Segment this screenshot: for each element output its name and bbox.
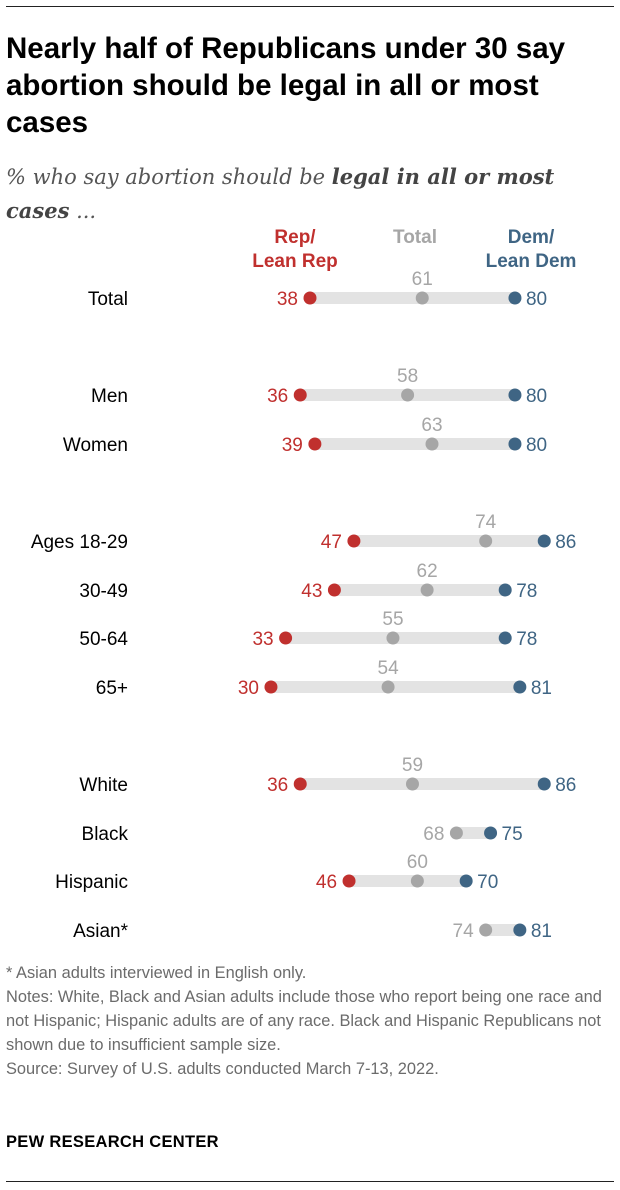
total-value-50-64: 55 [382, 609, 403, 630]
range-bar-65 [270, 681, 520, 693]
dem-value-women: 80 [526, 435, 547, 456]
dot-chart: Total 38 61 80 Men 36 58 80 Women 39 63 80 Ages 18-2… [31, 269, 577, 942]
subtitle-tail: ... [69, 199, 97, 223]
rep-value-50-64: 33 [252, 629, 273, 650]
total-value-total: 61 [412, 269, 433, 290]
footnote-source: Source: Survey of U.S. adults conducted … [6, 1060, 439, 1078]
range-bar-women [314, 438, 515, 450]
row-label-30-49: 30-49 [79, 581, 128, 602]
dem-dot-65 [513, 680, 527, 694]
total-value-black: 68 [423, 824, 444, 845]
total-dot-65 [381, 680, 395, 694]
total-value-women: 63 [421, 415, 442, 436]
footnote-notes: Notes: White, Black and Asian adults inc… [6, 988, 602, 1054]
dem-value-ages-18-29: 86 [555, 532, 576, 553]
total-dot-women [425, 437, 439, 451]
row-label-asian: Asian* [73, 921, 129, 942]
range-bar-30-49 [334, 584, 506, 596]
total-value-men: 58 [397, 366, 418, 387]
total-value-65: 54 [378, 658, 400, 679]
rep-dot-50-64 [279, 631, 293, 645]
dem-dot-black [484, 826, 498, 840]
row-label-hispanic: Hispanic [55, 872, 128, 893]
dem-dot-ages-18-29 [537, 534, 551, 548]
total-dot-black [449, 826, 463, 840]
top-rule [6, 6, 614, 7]
footnotes: * Asian adults interviewed in English on… [6, 961, 616, 1081]
total-value-hispanic: 60 [407, 852, 428, 873]
legend-total: Total [393, 227, 437, 248]
dem-value-asian: 81 [531, 921, 552, 942]
dem-dot-total [508, 291, 522, 305]
dem-dot-men [508, 388, 522, 402]
dem-dot-white [537, 777, 551, 791]
subtitle-plain: % who say abortion should be [6, 165, 332, 189]
total-dot-men [401, 388, 415, 402]
total-value-white: 59 [402, 755, 423, 776]
rep-value-total: 38 [277, 289, 298, 310]
row-label-white: White [79, 775, 128, 796]
legend-rep: Rep/Lean Rep [252, 227, 338, 272]
range-bar-black [456, 827, 491, 839]
rep-value-ages-18-29: 47 [321, 532, 342, 553]
total-dot-30-49 [420, 583, 434, 597]
rep-value-65: 30 [238, 678, 259, 699]
dem-value-hispanic: 70 [477, 872, 498, 893]
total-dot-50-64 [386, 631, 400, 645]
total-dot-asian [479, 923, 493, 937]
total-value-asian: 74 [453, 921, 475, 942]
rep-dot-ages-18-29 [347, 534, 361, 548]
dem-dot-hispanic [459, 874, 473, 888]
total-dot-total [415, 291, 429, 305]
brand-name: PEW RESEARCH CENTER [6, 1133, 219, 1151]
chart-title: Nearly half of Republicans under 30 say … [6, 32, 566, 139]
rep-value-hispanic: 46 [316, 872, 337, 893]
dem-value-men: 80 [526, 386, 547, 407]
rep-value-white: 36 [267, 775, 288, 796]
total-dot-white [405, 777, 419, 791]
dem-value-50-64: 78 [516, 629, 537, 650]
rep-dot-30-49 [327, 583, 341, 597]
row-label-black: Black [82, 824, 129, 845]
total-value-ages-18-29: 74 [475, 512, 497, 533]
range-bar-ages-18-29 [353, 535, 545, 547]
row-label-65: 65+ [96, 678, 128, 699]
rep-value-men: 36 [267, 386, 288, 407]
total-dot-hispanic [410, 874, 424, 888]
dem-dot-women [508, 437, 522, 451]
row-label-total: Total [88, 289, 128, 310]
range-bar-asian [485, 924, 520, 936]
row-label-men: Men [91, 386, 128, 407]
rep-dot-hispanic [342, 874, 356, 888]
dem-value-black: 75 [502, 824, 523, 845]
dem-dot-30-49 [498, 583, 512, 597]
rep-value-30-49: 43 [301, 581, 322, 602]
range-bar-hispanic [349, 875, 467, 887]
dem-value-total: 80 [526, 289, 547, 310]
dem-value-30-49: 78 [516, 581, 537, 602]
legend-dem: Dem/Lean Dem [485, 227, 577, 272]
dem-dot-50-64 [498, 631, 512, 645]
rep-value-women: 39 [282, 435, 303, 456]
footnote-asterisk: * Asian adults interviewed in English on… [6, 964, 307, 982]
range-bar-total [310, 292, 515, 304]
dem-value-white: 86 [555, 775, 576, 796]
chart-subtitle: % who say abortion should be legal in al… [6, 160, 606, 228]
rep-dot-total [303, 291, 317, 305]
subtitle-bold: legal in all or most cases [6, 164, 555, 223]
row-label-ages-18-29: Ages 18-29 [31, 532, 128, 553]
dem-dot-asian [513, 923, 527, 937]
dem-value-65: 81 [531, 678, 552, 699]
row-label-50-64: 50-64 [79, 629, 128, 650]
total-value-30-49: 62 [417, 561, 438, 582]
rep-dot-white [293, 777, 307, 791]
rep-dot-women [308, 437, 322, 451]
range-bar-white [300, 778, 545, 790]
rep-dot-65 [264, 680, 278, 694]
total-dot-ages-18-29 [479, 534, 493, 548]
rep-dot-men [293, 388, 307, 402]
bottom-rule [6, 1181, 614, 1182]
row-label-women: Women [63, 435, 128, 456]
